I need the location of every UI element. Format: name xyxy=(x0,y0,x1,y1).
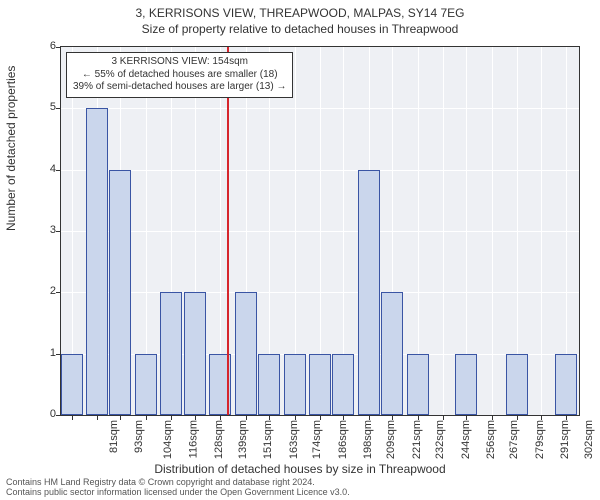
annotation-line-1: 3 KERRISONS VIEW: 154sqm xyxy=(73,56,286,69)
x-tick-label: 302sqm xyxy=(583,420,595,459)
y-tick-label: 0 xyxy=(16,408,56,420)
histogram-bar xyxy=(506,354,528,415)
footer-line-2: Contains public sector information licen… xyxy=(6,488,350,498)
y-tick-label: 1 xyxy=(16,347,56,359)
y-tick-label: 4 xyxy=(16,163,56,175)
y-tick-mark xyxy=(56,170,61,171)
y-tick-label: 2 xyxy=(16,285,56,297)
x-tick-mark xyxy=(72,415,73,420)
histogram-bar xyxy=(407,354,429,415)
y-tick-label: 3 xyxy=(16,224,56,236)
y-axis-label: Number of detached properties xyxy=(4,66,18,231)
x-gridline xyxy=(443,47,444,415)
y-tick-label: 6 xyxy=(16,40,56,52)
y-tick-mark xyxy=(56,292,61,293)
x-tick-label: 93sqm xyxy=(133,420,145,453)
histogram-bar xyxy=(381,292,403,415)
histogram-bar xyxy=(86,108,108,415)
histogram-bar xyxy=(160,292,182,415)
x-tick-label: 186sqm xyxy=(337,420,349,459)
y-tick-mark xyxy=(56,415,61,416)
y-tick-mark xyxy=(56,108,61,109)
x-tick-mark xyxy=(97,415,98,420)
footer-attribution: Contains HM Land Registry data © Crown c… xyxy=(6,478,350,498)
x-tick-label: 198sqm xyxy=(362,420,374,459)
x-tick-label: 244sqm xyxy=(460,420,472,459)
x-tick-label: 151sqm xyxy=(262,420,274,459)
x-gridline xyxy=(492,47,493,415)
x-tick-label: 279sqm xyxy=(534,420,546,459)
chart-supertitle: 3, KERRISONS VIEW, THREAPWOOD, MALPAS, S… xyxy=(0,6,600,20)
histogram-bar xyxy=(61,354,83,415)
annotation-line-3: 39% of semi-detached houses are larger (… xyxy=(73,81,286,94)
x-tick-label: 232sqm xyxy=(434,420,446,459)
x-tick-label: 209sqm xyxy=(385,420,397,459)
reference-marker-line xyxy=(227,47,229,415)
x-tick-mark xyxy=(146,415,147,420)
x-tick-label: 104sqm xyxy=(163,420,175,459)
histogram-bar xyxy=(284,354,306,415)
x-tick-label: 139sqm xyxy=(237,420,249,459)
histogram-bar xyxy=(332,354,354,415)
x-tick-label: 81sqm xyxy=(108,420,120,453)
x-tick-label: 174sqm xyxy=(311,420,323,459)
chart-container: 3, KERRISONS VIEW, THREAPWOOD, MALPAS, S… xyxy=(0,0,600,500)
histogram-bar xyxy=(109,170,131,415)
x-tick-label: 267sqm xyxy=(509,420,521,459)
annotation-line-2: ← 55% of detached houses are smaller (18… xyxy=(73,69,286,82)
histogram-bar xyxy=(555,354,577,415)
x-tick-mark xyxy=(120,415,121,420)
x-axis-label: Distribution of detached houses by size … xyxy=(0,462,600,476)
histogram-bar xyxy=(184,292,206,415)
x-tick-label: 116sqm xyxy=(187,420,199,458)
annotation-box: 3 KERRISONS VIEW: 154sqm← 55% of detache… xyxy=(66,52,293,98)
x-tick-label: 256sqm xyxy=(485,420,497,459)
x-tick-label: 221sqm xyxy=(411,420,423,459)
y-tick-label: 5 xyxy=(16,101,56,113)
x-tick-label: 128sqm xyxy=(214,420,226,459)
histogram-bar xyxy=(135,354,157,415)
x-tick-label: 291sqm xyxy=(560,420,572,459)
y-tick-mark xyxy=(56,231,61,232)
histogram-bar xyxy=(455,354,477,415)
plot-area xyxy=(60,46,580,416)
x-tick-label: 163sqm xyxy=(288,420,300,459)
y-tick-mark xyxy=(56,47,61,48)
histogram-bar xyxy=(309,354,331,415)
histogram-bar xyxy=(258,354,280,415)
chart-title: Size of property relative to detached ho… xyxy=(0,22,600,36)
x-gridline xyxy=(541,47,542,415)
histogram-bar xyxy=(235,292,257,415)
histogram-bar xyxy=(358,170,380,415)
